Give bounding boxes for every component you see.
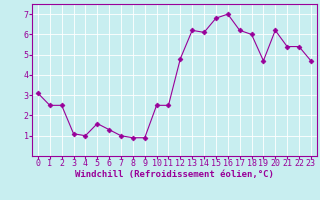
X-axis label: Windchill (Refroidissement éolien,°C): Windchill (Refroidissement éolien,°C)	[75, 170, 274, 179]
